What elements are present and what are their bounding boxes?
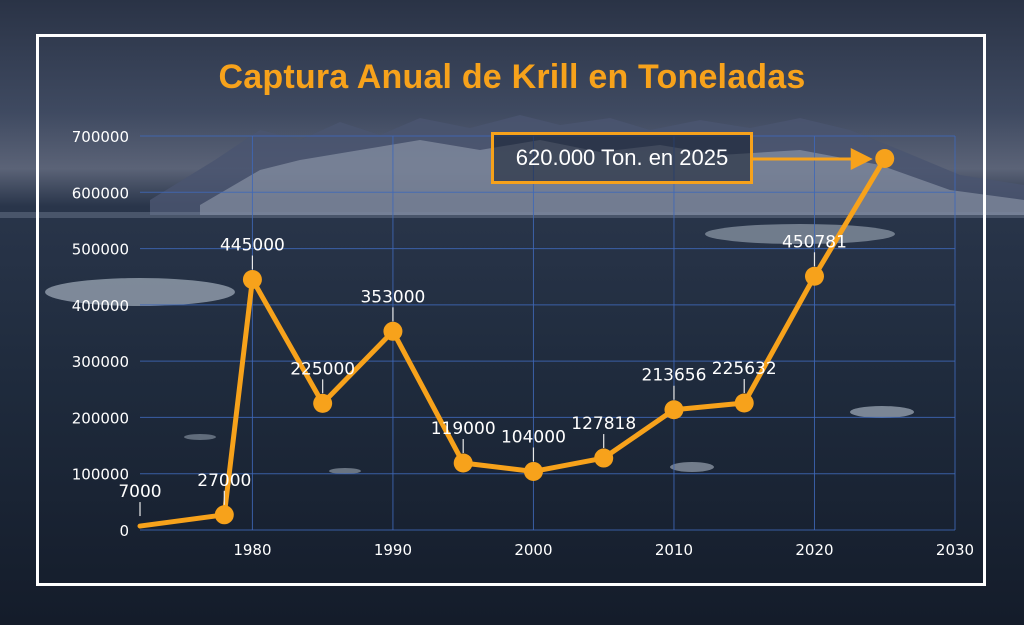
annotation-arrow: [753, 148, 873, 170]
data-point: [313, 393, 333, 413]
data-label: 7000: [118, 482, 161, 502]
data-point: [523, 461, 543, 481]
x-tick-label: 2000: [514, 541, 552, 559]
x-tick-label: 2030: [936, 541, 974, 559]
data-labels: 7000 27000 445000 225000 353000 119000 1040001…: [118, 232, 847, 517]
data-point: [664, 400, 684, 420]
data-label: 119000: [431, 419, 496, 439]
data-point: [242, 270, 262, 290]
data-point: [734, 393, 754, 413]
data-label: 445000: [220, 236, 285, 256]
x-tick-label: 1980: [233, 541, 271, 559]
data-label: 450781: [782, 232, 847, 252]
series-line: [137, 156, 888, 529]
y-tick-label: 600000: [72, 184, 129, 202]
data-label: 225000: [290, 359, 355, 379]
chart-title: Captura Anual de Krill en Toneladas: [218, 58, 806, 96]
data-label: 225632: [712, 359, 777, 379]
data-point: [383, 321, 403, 341]
data-point: [214, 505, 234, 525]
y-tick-label: 400000: [72, 297, 129, 315]
x-tick-label: 2020: [795, 541, 833, 559]
y-tick-label: 700000: [72, 128, 129, 146]
axis-ticks: 0 100000 200000 300000 400000 500000 600000 700…: [72, 128, 974, 559]
data-point: [875, 149, 895, 169]
chart-frame: [36, 34, 986, 586]
data-label: 127818: [571, 414, 636, 434]
data-point: [594, 448, 614, 468]
annotation-box: 620.000 Ton. en 2025: [491, 132, 753, 184]
data-label: 27000: [197, 471, 251, 491]
data-label: 104000: [501, 427, 566, 447]
x-tick-label: 2010: [655, 541, 693, 559]
series-line-path: [137, 156, 888, 529]
annotation-arrow-head: [850, 148, 873, 170]
data-point: [453, 453, 473, 473]
y-tick-label: 0: [119, 522, 129, 540]
data-points: [214, 149, 895, 525]
y-tick-label: 500000: [72, 241, 129, 259]
y-tick-label: 100000: [72, 466, 129, 484]
y-tick-label: 200000: [72, 409, 129, 427]
data-label: 213656: [642, 366, 707, 386]
y-tick-label: 300000: [72, 353, 129, 371]
data-point: [804, 266, 824, 286]
data-label: 353000: [360, 287, 425, 307]
x-tick-label: 1990: [374, 541, 412, 559]
